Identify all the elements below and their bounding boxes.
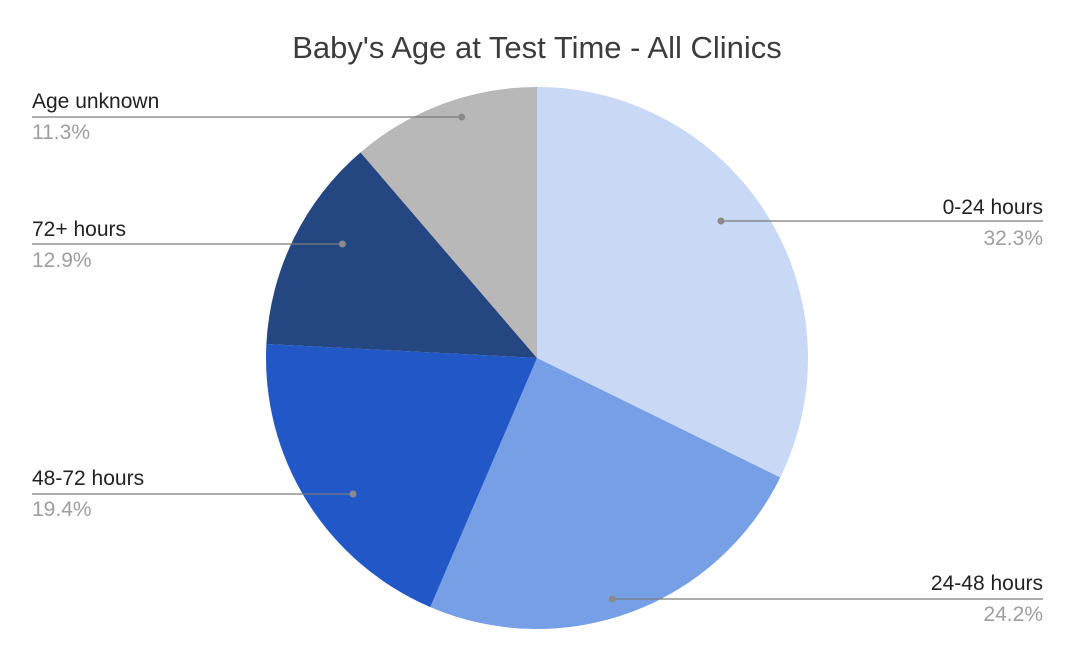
chart-title: Baby's Age at Test Time - All Clinics	[292, 30, 782, 65]
slice-label-0-24-hours: 0-24 hours	[943, 196, 1043, 219]
leader-dot-24-48-hours	[608, 595, 616, 603]
slice-value-24-48-hours: 24.2%	[983, 603, 1043, 626]
slice-labels: 0-24 hours 32.3% 24-48 hours 24.2% 48-72 hou…	[32, 90, 1043, 626]
slice-value-48-72-hours: 19.4%	[32, 498, 92, 521]
slice-value-age-unknown: 11.3%	[32, 121, 90, 144]
leader-dot-0-24-hours	[717, 217, 725, 225]
leader-dot-72-hours	[338, 240, 346, 248]
leader-dot-48-72-hours	[349, 490, 357, 498]
leader-dot-age-unknown	[458, 113, 466, 121]
pie-slice-age-unknown	[360, 87, 537, 358]
pie-slices	[265, 87, 808, 629]
slice-label-24-48-hours: 24-48 hours	[931, 572, 1043, 595]
slice-label-48-72-hours: 48-72 hours	[32, 467, 144, 490]
pie-slice-24-48-hours	[430, 358, 781, 629]
pie-slice-48-72-hours	[265, 343, 537, 608]
slice-value-72-hours: 12.9%	[32, 249, 92, 272]
slice-value-0-24-hours: 32.3%	[983, 227, 1043, 250]
pie-slice-0-24-hours	[537, 87, 808, 478]
pie-slice-72-hours	[266, 152, 537, 358]
slice-label-72-hours: 72+ hours	[32, 218, 126, 241]
slice-label-age-unknown: Age unknown	[32, 90, 159, 113]
